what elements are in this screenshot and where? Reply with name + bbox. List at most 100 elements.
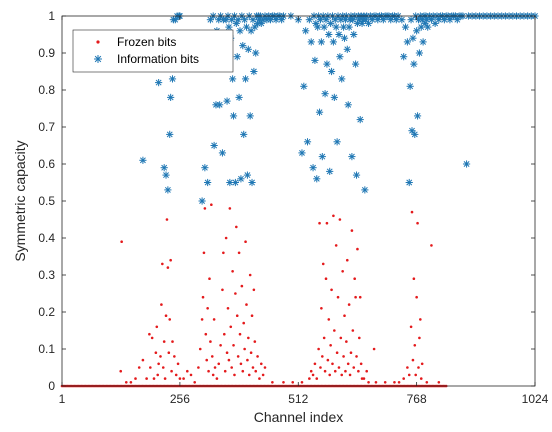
x-tick-label: 256	[170, 392, 190, 406]
info-point	[400, 53, 408, 61]
info-point	[218, 149, 227, 157]
info-point	[201, 164, 209, 172]
info-point	[348, 153, 356, 161]
frozen-point	[169, 258, 172, 262]
frozen-point	[333, 329, 336, 332]
frozen-point	[201, 295, 205, 299]
info-point	[401, 23, 410, 31]
frozen-point	[171, 340, 174, 343]
frozen-point	[145, 377, 148, 380]
frozen-point	[211, 373, 215, 377]
info-point	[325, 30, 333, 39]
info-point	[204, 178, 212, 187]
info-point	[336, 53, 344, 61]
frozen-point	[161, 366, 165, 369]
frozen-point	[407, 373, 411, 377]
y-tick-label: 0.6	[38, 157, 55, 171]
frozen-point	[418, 336, 421, 340]
info-point	[352, 171, 361, 179]
info-point	[223, 97, 231, 105]
info-point	[332, 23, 340, 31]
y-tick-label: 0.3	[38, 268, 55, 282]
frozen-point	[344, 369, 347, 373]
frozen-point	[343, 314, 346, 318]
frozen-point	[154, 351, 158, 355]
frozen-point	[186, 369, 189, 373]
info-point	[344, 101, 352, 109]
legend-info-star	[94, 55, 102, 63]
frozen-point	[334, 244, 338, 247]
frozen-point	[420, 362, 424, 366]
frozen-point	[416, 221, 419, 225]
legend-frozen-label: Frozen bits	[117, 35, 176, 49]
frozen-point	[149, 366, 152, 369]
y-axis-label: Symmetric capacity	[12, 140, 28, 261]
info-point	[303, 138, 312, 146]
y-tick-label: 0.4	[38, 231, 55, 245]
info-point	[327, 67, 336, 76]
info-point	[462, 160, 471, 168]
frozen-point	[166, 266, 170, 269]
frozen-point	[258, 377, 261, 380]
frozen-point	[271, 381, 274, 384]
frozen-point	[124, 381, 128, 384]
frozen-point	[352, 366, 356, 369]
info-point	[243, 171, 252, 179]
frozen-point	[182, 377, 185, 380]
info-point	[326, 167, 334, 175]
info-point	[307, 38, 315, 46]
frozen-point	[250, 314, 254, 318]
legend-frozen-marker	[96, 40, 100, 44]
info-point	[155, 79, 163, 87]
frozen-point	[208, 277, 211, 281]
info-point	[333, 138, 341, 146]
frozen-point	[237, 251, 241, 255]
frozen-point	[354, 295, 357, 299]
y-tick-label: 0.8	[38, 83, 55, 97]
frozen-point	[150, 336, 154, 340]
frozen-point	[345, 340, 348, 343]
frozen-point	[189, 373, 193, 377]
frozen-point	[209, 340, 212, 343]
x-tick-label: 512	[288, 392, 308, 406]
frozen-point	[349, 351, 353, 355]
info-point	[242, 23, 251, 31]
frozen-point	[244, 240, 247, 243]
info-point	[311, 56, 319, 64]
info-point	[231, 178, 239, 187]
frozen-point	[409, 325, 413, 329]
info-point	[352, 60, 360, 68]
frozen-point	[251, 366, 255, 369]
info-point	[244, 45, 252, 53]
info-point	[233, 53, 241, 61]
frozen-point	[163, 377, 167, 380]
frozen-point	[248, 273, 252, 277]
frozen-point	[425, 381, 429, 384]
frozen-point	[259, 362, 263, 366]
info-point	[239, 42, 247, 50]
frozen-point	[223, 369, 227, 373]
frozen-point	[247, 336, 250, 340]
frozen-point	[230, 366, 233, 369]
info-point	[235, 93, 243, 101]
frozen-point	[254, 369, 258, 373]
frozen-point	[222, 332, 226, 336]
frozen-point	[331, 362, 334, 366]
frozen-point	[202, 251, 206, 255]
info-point	[419, 38, 427, 46]
info-point	[317, 38, 325, 46]
frozen-point	[357, 369, 360, 373]
frozen-point	[353, 277, 356, 281]
frozen-point	[358, 336, 361, 340]
frozen-point	[197, 366, 200, 369]
legend-info-label: Information bits	[117, 52, 199, 66]
y-tick-label: 0.1	[38, 342, 55, 356]
info-point	[413, 27, 421, 35]
frozen-point	[239, 362, 243, 366]
frozen-point	[228, 207, 232, 210]
frozen-point	[170, 369, 173, 373]
info-point	[160, 164, 168, 172]
frozen-point	[159, 355, 162, 358]
frozen-point	[129, 381, 133, 384]
frozen-point	[193, 381, 196, 384]
